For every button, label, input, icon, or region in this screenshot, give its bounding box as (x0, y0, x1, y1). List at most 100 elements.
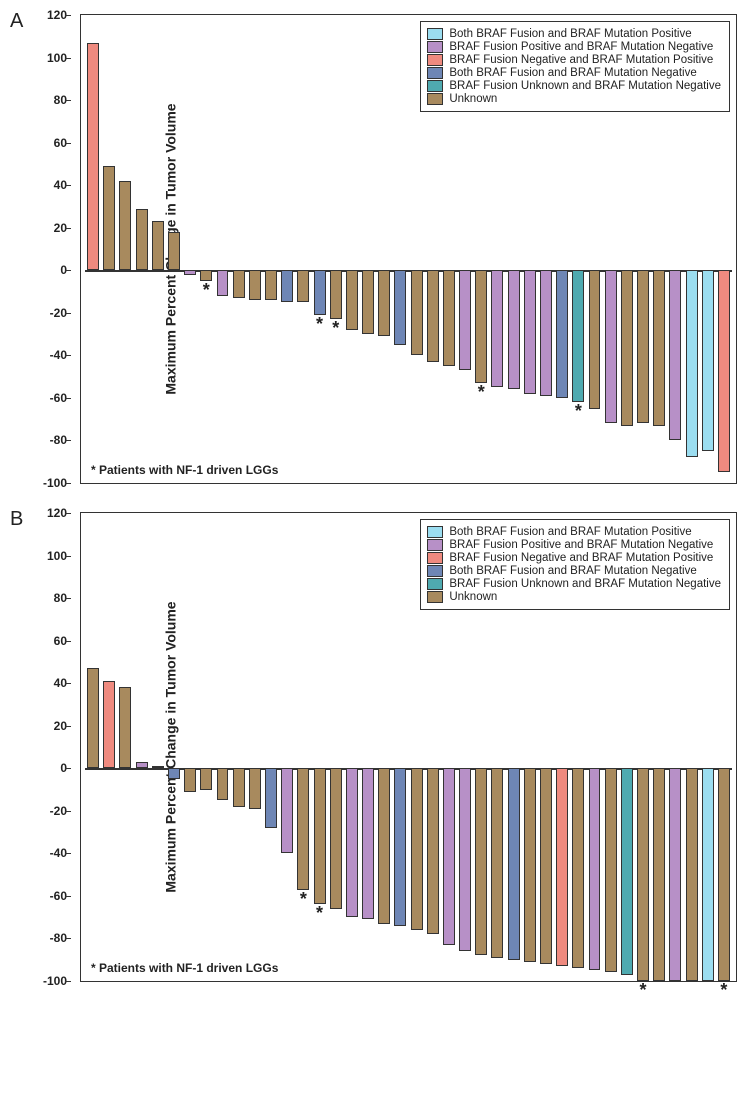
y-tick-label: 40 (37, 676, 67, 690)
nf1-marker-icon: * (203, 281, 210, 299)
waterfall-bar (152, 766, 164, 768)
waterfall-bar (249, 768, 261, 808)
waterfall-bar (265, 270, 277, 300)
legend-label: BRAF Fusion Positive and BRAF Mutation N… (449, 41, 713, 53)
y-tick-mark (65, 398, 71, 399)
panel-a-y-ticks: -100-80-60-40-20020406080100120 (71, 15, 81, 483)
waterfall-bar (718, 270, 730, 472)
y-tick-label: -40 (37, 348, 67, 362)
y-tick-mark (65, 100, 71, 101)
y-tick-label: 20 (37, 719, 67, 733)
waterfall-bar (605, 270, 617, 423)
y-tick-label: 0 (37, 761, 67, 775)
waterfall-bar (346, 768, 358, 917)
nf1-marker-icon: * (640, 981, 647, 999)
waterfall-bar (297, 768, 309, 889)
waterfall-bar (378, 270, 390, 336)
legend-item: Unknown (427, 93, 721, 105)
waterfall-bar (136, 209, 148, 271)
y-tick-mark (65, 143, 71, 144)
legend-swatch (427, 552, 443, 564)
legend-item: Both BRAF Fusion and BRAF Mutation Posit… (427, 526, 721, 538)
zero-axis (85, 270, 732, 272)
waterfall-bar (346, 270, 358, 330)
waterfall-bar (686, 270, 698, 457)
waterfall-bar (233, 270, 245, 298)
waterfall-bar (556, 768, 568, 966)
legend-swatch (427, 67, 443, 79)
panel-a-label: A (10, 10, 23, 33)
legend-swatch (427, 93, 443, 105)
y-tick-label: -80 (37, 931, 67, 945)
y-tick-mark (65, 313, 71, 314)
waterfall-bar (540, 768, 552, 964)
legend-item: BRAF Fusion Negative and BRAF Mutation P… (427, 552, 721, 564)
legend-item: BRAF Fusion Positive and BRAF Mutation N… (427, 41, 721, 53)
waterfall-bar (297, 270, 309, 302)
waterfall-bar (702, 270, 714, 451)
legend-label: BRAF Fusion Unknown and BRAF Mutation Ne… (449, 80, 721, 92)
y-tick-label: -40 (37, 846, 67, 860)
waterfall-bar (119, 181, 131, 270)
legend-item: Unknown (427, 591, 721, 603)
waterfall-bar (200, 768, 212, 789)
nf1-marker-icon: * (720, 981, 727, 999)
waterfall-bar (394, 270, 406, 344)
waterfall-bar (524, 768, 536, 962)
waterfall-bar (637, 270, 649, 423)
waterfall-bar (249, 270, 261, 300)
waterfall-bar (103, 681, 115, 768)
waterfall-bar (233, 768, 245, 806)
nf1-marker-icon: * (478, 383, 485, 401)
y-tick-mark (65, 598, 71, 599)
waterfall-bar (524, 270, 536, 393)
waterfall-bar (669, 768, 681, 981)
y-tick-mark (65, 185, 71, 186)
y-tick-label: -20 (37, 306, 67, 320)
waterfall-bar (491, 768, 503, 957)
waterfall-bar (152, 221, 164, 270)
waterfall-bar (378, 768, 390, 923)
waterfall-bar (653, 270, 665, 425)
y-tick-mark (65, 683, 71, 684)
y-tick-label: -60 (37, 889, 67, 903)
panel-a-legend: Both BRAF Fusion and BRAF Mutation Posit… (420, 21, 730, 112)
nf1-marker-icon: * (316, 904, 323, 922)
legend-label: Both BRAF Fusion and BRAF Mutation Negat… (449, 67, 696, 79)
y-tick-label: 80 (37, 591, 67, 605)
panel-a: A Maximum Percent Change in Tumor Volume… (14, 14, 737, 484)
legend-swatch (427, 539, 443, 551)
nf1-marker-icon: * (332, 319, 339, 337)
legend-item: BRAF Fusion Positive and BRAF Mutation N… (427, 539, 721, 551)
waterfall-bar (184, 270, 196, 274)
waterfall-bar (103, 166, 115, 270)
legend-item: BRAF Fusion Negative and BRAF Mutation P… (427, 54, 721, 66)
y-tick-mark (65, 768, 71, 769)
legend-label: Both BRAF Fusion and BRAF Mutation Negat… (449, 565, 696, 577)
waterfall-bar (87, 43, 99, 271)
y-tick-mark (65, 938, 71, 939)
waterfall-bar (491, 270, 503, 387)
waterfall-bar (621, 270, 633, 425)
waterfall-bar (637, 768, 649, 981)
nf1-marker-icon: * (316, 315, 323, 333)
y-tick-label: 120 (37, 506, 67, 520)
y-tick-label: -100 (37, 974, 67, 988)
y-tick-label: -60 (37, 391, 67, 405)
panel-b-footnote: * Patients with NF-1 driven LGGs (91, 961, 278, 975)
legend-swatch (427, 578, 443, 590)
y-tick-mark (65, 811, 71, 812)
waterfall-bar (508, 270, 520, 389)
waterfall-bar (427, 768, 439, 934)
waterfall-bar (330, 768, 342, 908)
y-tick-mark (65, 440, 71, 441)
waterfall-bar (281, 270, 293, 302)
waterfall-bar (621, 768, 633, 974)
waterfall-bar (314, 270, 326, 315)
y-tick-label: 60 (37, 136, 67, 150)
waterfall-bar (443, 768, 455, 945)
y-tick-mark (65, 355, 71, 356)
y-tick-mark (65, 556, 71, 557)
waterfall-bar (508, 768, 520, 959)
legend-swatch (427, 28, 443, 40)
